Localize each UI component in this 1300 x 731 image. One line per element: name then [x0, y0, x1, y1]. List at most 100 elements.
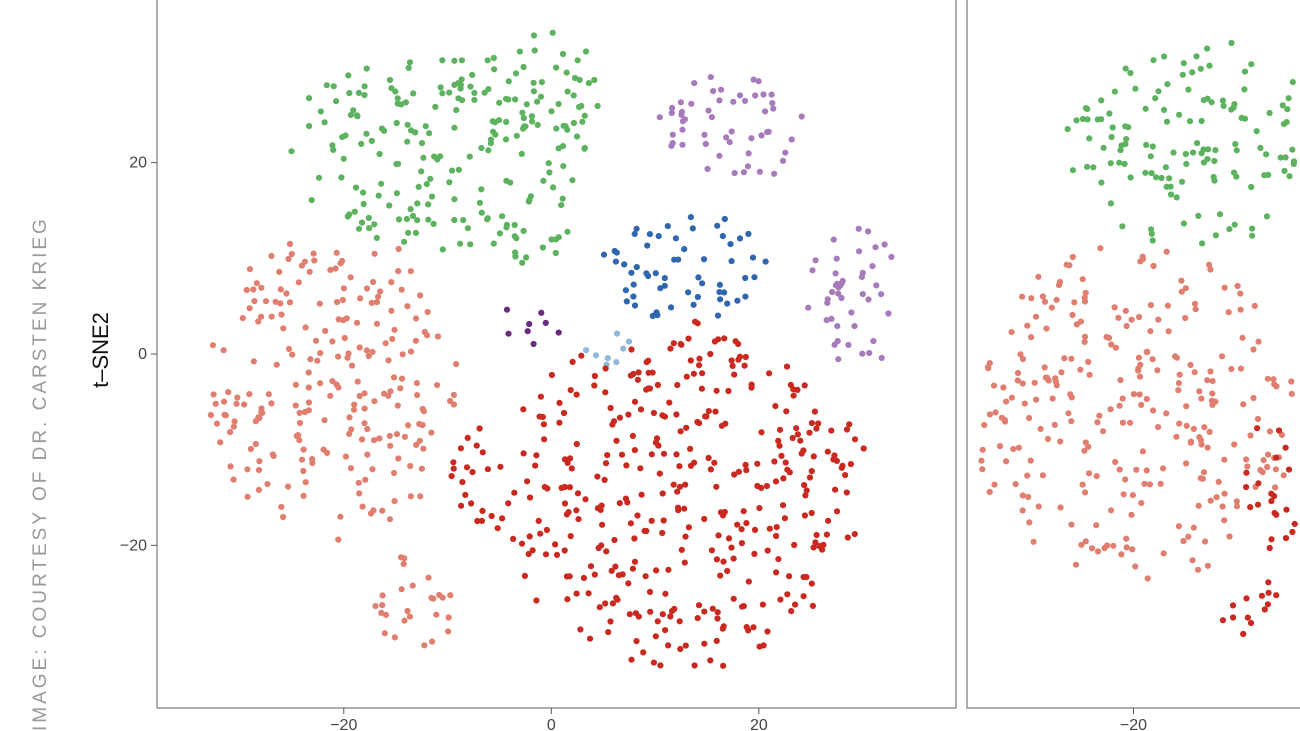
data-point: [873, 282, 880, 289]
data-point: [1085, 358, 1092, 365]
data-point: [695, 602, 703, 609]
data-point: [1098, 179, 1105, 186]
data-point: [552, 249, 559, 257]
data-point: [756, 168, 764, 175]
data-point: [653, 309, 660, 316]
data-point: [681, 246, 688, 253]
data-point: [1282, 535, 1290, 542]
data-point: [358, 219, 366, 226]
data-point: [451, 81, 458, 88]
data-point: [1180, 60, 1187, 67]
data-point: [210, 391, 217, 398]
data-point: [645, 369, 652, 376]
data-point: [537, 93, 545, 100]
data-point: [701, 515, 708, 523]
data-point: [695, 274, 702, 281]
data-point: [701, 608, 708, 615]
data-point: [604, 452, 611, 459]
data-point: [1100, 144, 1107, 151]
data-point: [362, 476, 369, 483]
data-point: [1044, 435, 1051, 443]
data-point: [659, 611, 666, 618]
data-point: [1085, 470, 1093, 477]
data-point: [979, 466, 986, 473]
data-point: [776, 442, 783, 449]
data-point: [268, 313, 275, 320]
data-point: [417, 292, 424, 299]
data-point: [1127, 174, 1134, 181]
data-point: [392, 88, 399, 95]
data-point: [1021, 400, 1028, 407]
data-point: [381, 127, 388, 134]
data-point: [981, 421, 988, 429]
data-point: [295, 279, 302, 286]
data-point: [727, 241, 734, 248]
data-point: [1247, 619, 1255, 627]
data-point: [494, 525, 501, 532]
data-point: [327, 266, 334, 273]
data-point: [1086, 371, 1093, 378]
data-point: [556, 419, 563, 426]
data-point: [856, 248, 863, 255]
data-point: [244, 493, 251, 500]
data-point: [457, 85, 464, 92]
data-point: [786, 573, 793, 580]
data-point: [415, 183, 422, 190]
data-point: [379, 507, 386, 514]
data-point: [559, 50, 567, 58]
data-point: [533, 597, 540, 604]
data-point: [681, 116, 689, 123]
data-point: [352, 184, 360, 191]
data-point: [373, 299, 380, 306]
data-point: [333, 249, 340, 256]
data-point: [484, 466, 491, 473]
data-point: [730, 98, 737, 105]
data-point: [810, 453, 817, 460]
data-point: [731, 170, 738, 177]
data-point: [648, 451, 655, 458]
data-point: [422, 123, 429, 130]
data-point: [395, 268, 402, 275]
data-point: [576, 76, 583, 83]
data-point: [1143, 395, 1150, 403]
data-point: [1109, 124, 1116, 131]
data-point: [832, 270, 839, 277]
data-point: [378, 609, 385, 617]
data-point: [529, 547, 536, 554]
data-point: [244, 466, 251, 473]
data-point: [575, 516, 582, 523]
data-point: [466, 153, 473, 160]
data-point: [239, 315, 246, 322]
data-point: [1010, 445, 1017, 453]
data-point: [277, 286, 284, 293]
data-point: [537, 530, 544, 537]
data-point: [485, 147, 492, 154]
data-point: [378, 180, 385, 187]
data-point: [389, 335, 396, 343]
data-point: [780, 475, 787, 482]
data-point: [586, 635, 594, 642]
data-point: [1144, 575, 1151, 582]
data-point: [556, 399, 563, 406]
data-point: [530, 88, 538, 95]
data-point: [398, 586, 405, 593]
y-tick-label: 0: [138, 346, 147, 363]
data-point: [429, 638, 436, 645]
data-point: [256, 458, 263, 465]
data-point: [1051, 421, 1058, 428]
data-point: [1264, 601, 1271, 608]
data-point: [363, 65, 370, 72]
data-point: [1000, 384, 1007, 391]
data-point: [779, 157, 787, 164]
data-point: [627, 372, 635, 379]
data-point: [305, 369, 312, 376]
data-point: [707, 657, 714, 664]
data-point: [595, 544, 602, 552]
data-point: [710, 88, 717, 95]
data-point: [1135, 354, 1142, 361]
data-point: [645, 357, 652, 364]
data-point: [1019, 355, 1027, 363]
data-point: [473, 442, 480, 449]
x-tick-label: 20: [750, 717, 768, 731]
data-point: [530, 79, 537, 86]
